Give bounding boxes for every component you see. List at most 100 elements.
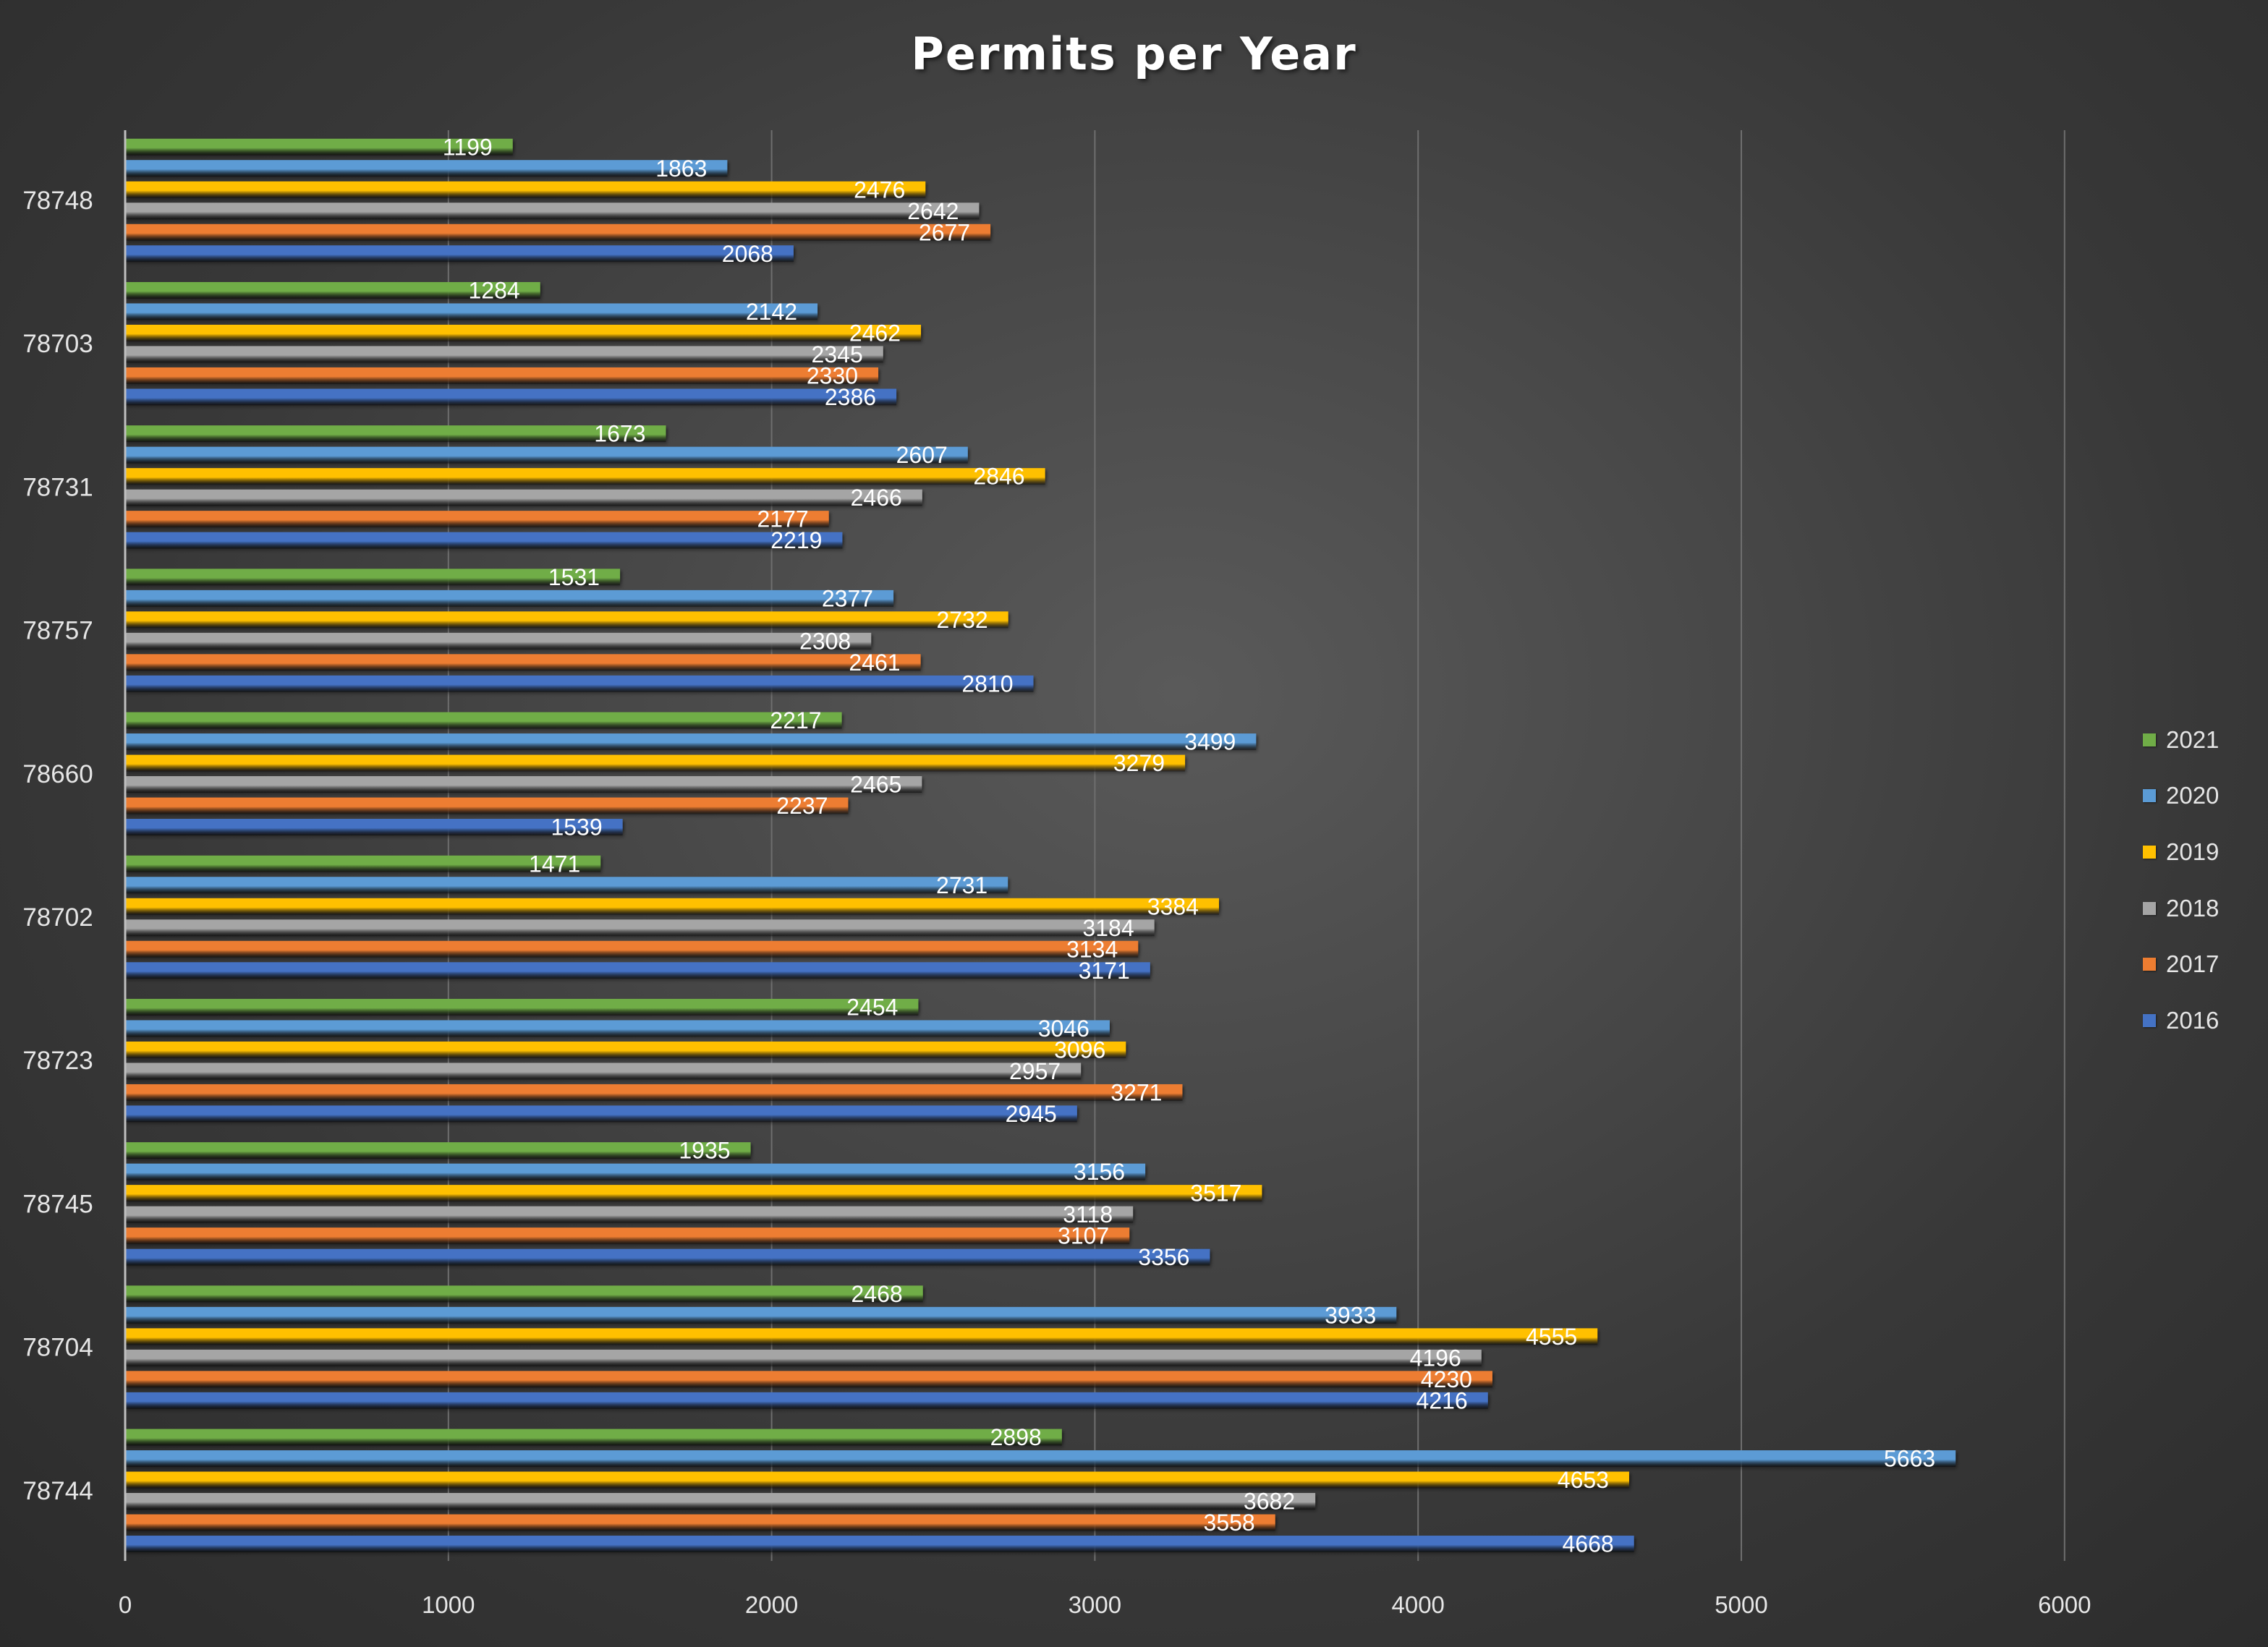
data-label: 2377 xyxy=(822,585,873,611)
bar xyxy=(125,898,1219,915)
bar xyxy=(125,446,968,464)
bar xyxy=(125,1163,1146,1180)
category-label: 78731 xyxy=(22,473,93,501)
bar xyxy=(125,1514,1275,1531)
data-label: 2945 xyxy=(1006,1101,1057,1127)
bar xyxy=(125,532,843,549)
data-label: 3279 xyxy=(1113,750,1165,776)
data-label: 1471 xyxy=(529,851,580,877)
data-label: 1199 xyxy=(443,134,493,160)
data-label: 5663 xyxy=(1884,1446,1935,1472)
x-tick-label: 3000 xyxy=(1069,1591,1121,1618)
data-label: 2219 xyxy=(770,527,822,553)
bar xyxy=(125,203,980,220)
chart-title: Permits per Year xyxy=(911,27,1357,80)
legend-label: 2016 xyxy=(2166,1006,2220,1034)
bar xyxy=(125,1105,1077,1123)
data-label: 2461 xyxy=(849,650,900,676)
data-label: 2468 xyxy=(851,1281,903,1307)
data-label: 3499 xyxy=(1184,729,1236,755)
bar xyxy=(125,590,894,607)
data-label: 2386 xyxy=(825,384,876,410)
data-label: 4230 xyxy=(1421,1366,1472,1392)
data-label: 2330 xyxy=(807,362,858,388)
data-label: 2607 xyxy=(896,442,948,468)
data-label: 3271 xyxy=(1110,1079,1162,1105)
bar xyxy=(125,1041,1126,1058)
bar xyxy=(125,1084,1183,1101)
category-label: 78704 xyxy=(22,1334,93,1362)
data-label: 1539 xyxy=(551,814,602,840)
bar xyxy=(125,1020,1110,1037)
bar xyxy=(125,138,513,156)
data-label: 2177 xyxy=(757,506,808,532)
data-label: 2454 xyxy=(846,994,898,1020)
bar xyxy=(125,1063,1082,1080)
legend: 2021 2020 2019 2018 2017 2016 xyxy=(2143,712,2251,1049)
data-label: 2810 xyxy=(961,671,1013,697)
bar xyxy=(125,367,879,384)
data-label: 3171 xyxy=(1079,958,1130,984)
data-label: 1935 xyxy=(679,1138,730,1164)
bar xyxy=(125,998,919,1016)
bar xyxy=(125,962,1150,979)
legend-label: 2017 xyxy=(2166,950,2220,978)
bar xyxy=(125,1349,1482,1366)
data-label: 2217 xyxy=(770,707,821,733)
data-label: 2466 xyxy=(851,485,902,511)
data-label: 2642 xyxy=(907,198,959,224)
bar xyxy=(125,919,1155,937)
legend-swatch xyxy=(2143,789,2156,803)
bar xyxy=(125,388,897,406)
bar xyxy=(125,819,623,836)
data-label: 2237 xyxy=(776,793,828,819)
data-label: 2345 xyxy=(812,341,863,367)
bar xyxy=(125,245,794,263)
data-label: 3096 xyxy=(1054,1037,1105,1063)
data-label: 2465 xyxy=(850,772,901,798)
bar xyxy=(125,1429,1062,1446)
bar xyxy=(125,1536,1634,1553)
data-label: 4555 xyxy=(1526,1324,1577,1350)
data-label: 3107 xyxy=(1058,1223,1109,1249)
category-label: 78748 xyxy=(22,187,93,215)
data-label: 4653 xyxy=(1558,1467,1609,1493)
x-tick-label: 2000 xyxy=(745,1591,798,1618)
bar xyxy=(125,224,991,241)
bar xyxy=(125,1306,1397,1324)
bar xyxy=(125,877,1008,894)
category-label: 78660 xyxy=(22,760,93,788)
bar xyxy=(125,611,1008,629)
legend-swatch xyxy=(2143,845,2156,859)
bar xyxy=(125,1206,1134,1223)
data-label: 4216 xyxy=(1417,1387,1468,1413)
legend-item: 2021 xyxy=(2143,712,2251,768)
legend-item: 2017 xyxy=(2143,936,2251,992)
category-label: 78723 xyxy=(22,1047,93,1075)
data-label: 1863 xyxy=(655,156,707,182)
data-label: 2957 xyxy=(1009,1058,1061,1084)
x-tick-label: 0 xyxy=(119,1591,132,1618)
data-label: 3184 xyxy=(1082,915,1134,941)
data-label: 2142 xyxy=(746,299,797,325)
bar xyxy=(125,797,849,814)
legend-swatch xyxy=(2143,958,2156,971)
bar xyxy=(125,1248,1210,1266)
data-label: 3134 xyxy=(1066,936,1118,962)
bar xyxy=(125,303,818,320)
data-label: 3682 xyxy=(1244,1489,1295,1515)
x-tick-label: 4000 xyxy=(1391,1591,1444,1618)
data-label: 3933 xyxy=(1325,1302,1376,1328)
bar xyxy=(125,1471,1629,1489)
category-label: 78744 xyxy=(22,1477,93,1505)
legend-label: 2019 xyxy=(2166,838,2220,865)
legend-swatch xyxy=(2143,733,2156,746)
data-label: 3046 xyxy=(1038,1016,1090,1042)
bar xyxy=(125,675,1034,692)
data-label: 3517 xyxy=(1190,1180,1241,1206)
data-label: 3156 xyxy=(1074,1159,1125,1185)
category-label: 78757 xyxy=(22,617,93,645)
bar xyxy=(125,1493,1316,1510)
